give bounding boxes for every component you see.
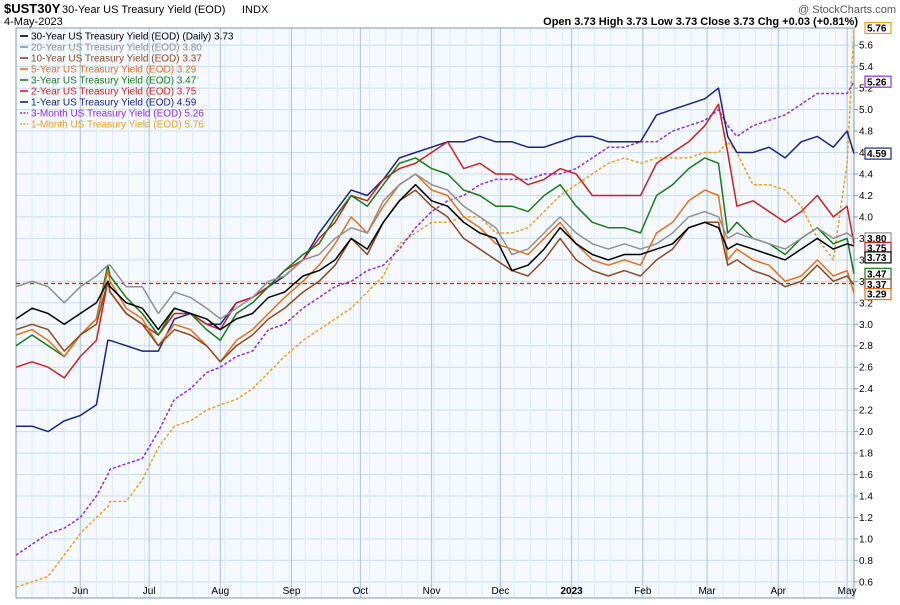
y-tick-label: 3.2 [859,298,873,309]
y-tick-label: 2.2 [859,406,873,417]
y-tick-label: 1.0 [859,534,873,545]
series-line [15,183,855,331]
legend-label: 1-Year US Treasury Yield (EOD) 4.59 [31,98,197,109]
y-tick-label: 1.6 [859,470,873,481]
y-tick-label: 1.4 [859,492,873,503]
legend-label: 3-Year US Treasury Yield (EOD) 3.47 [31,76,197,87]
legend-label: 5-Year US Treasury Yield (EOD) 3.29 [31,65,197,76]
end-label-box [864,75,892,88]
series-line [15,157,855,358]
y-tick-label: 2.8 [859,341,873,352]
y-tick-label: 5.2 [859,84,873,95]
legend-label: 2-Year US Treasury Yield (EOD) 3.75 [31,87,197,98]
series-line [15,173,855,320]
series-layer [15,27,855,589]
x-tick-label: Apr [770,586,786,597]
series-line [15,189,855,363]
y-tick-label: 2.4 [859,384,873,395]
x-tick-label: Oct [353,586,369,597]
x-axis-ticks: Jun Jul Aug Sep Oct Nov Dec 2023 Feb Mar Apr May [72,586,856,597]
x-tick-label: Nov [423,586,441,597]
end-label-box [864,21,892,35]
legend-label: 30-Year US Treasury Yield (EOD) (Daily) … [31,32,234,43]
y-tick-label: 4.8 [859,127,873,138]
series-line [16,87,855,433]
end-label: 3.73 [867,253,887,264]
series-line [15,81,855,556]
plot-background [16,28,854,598]
series-line [15,173,855,363]
y-tick-label: 3.0 [859,320,873,331]
y-tick-label: 5.4 [859,62,873,73]
end-label: 3.47 [867,269,887,280]
instrument-name: 30-Year US Treasury Yield (EOD) [62,4,225,16]
y-tick-label: 2.0 [859,427,873,438]
y-tick-label: 4.2 [859,191,873,202]
end-labels: 5.76 5.26 4.59 3.803.753.73 3.473.373.29 [864,21,892,301]
y-tick-label: 4.0 [859,212,873,223]
y-tick-label: 5.0 [859,105,873,116]
legend-label: 10-Year US Treasury Yield (EOD) 3.37 [31,54,202,65]
end-label: 5.26 [867,77,887,88]
end-label: 4.59 [867,149,887,160]
end-label-box [864,287,892,301]
y-tick-label: 0.6 [859,577,873,588]
x-tick-label: 2023 [560,586,583,597]
x-tick-label: Sep [283,586,301,597]
y-tick-label: 0.8 [859,556,873,567]
x-tick-label: Dec [492,586,510,597]
brand-watermark: @ StockCharts.com [798,4,896,16]
y-tick-label: 4.4 [859,169,873,180]
x-tick-label: Jul [143,586,156,597]
grid [15,28,854,598]
end-label: 3.80 [867,234,887,245]
legend-label: 20-Year US Treasury Yield (EOD) 3.80 [31,43,202,54]
series-line [15,103,855,379]
x-tick-label: May [838,586,857,597]
y-tick-label: 5.6 [859,41,873,52]
x-tick-label: Mar [698,586,716,597]
x-tick-label: Jun [72,586,88,597]
ohlc-readout: Open 3.73 High 3.73 Low 3.73 Close 3.73 … [543,16,858,28]
x-tick-label: Feb [634,586,652,597]
end-label: 3.37 [867,280,887,291]
end-label: 3.29 [867,290,887,301]
x-tick-label: Aug [211,586,229,597]
end-label-box [864,251,892,264]
y-tick-label: 1.8 [859,449,873,460]
legend-label: 1-Month US Treasury Yield (EOD) 5.76 [31,120,204,131]
symbol-title: $UST30Y [4,1,61,16]
end-label-box [864,147,892,160]
y-tick-label: 2.6 [859,363,873,374]
date-label: 4-May-2023 [4,16,63,28]
y-tick-label: 1.2 [859,513,873,524]
legend: 30-Year US Treasury Yield (EOD) (Daily) … [20,32,234,131]
exchange-label: INDX [242,4,269,16]
end-label: 5.76 [867,24,887,35]
legend-label: 3-Month US Treasury Yield (EOD) 5.26 [31,109,204,120]
end-label: 3.75 [867,243,887,254]
